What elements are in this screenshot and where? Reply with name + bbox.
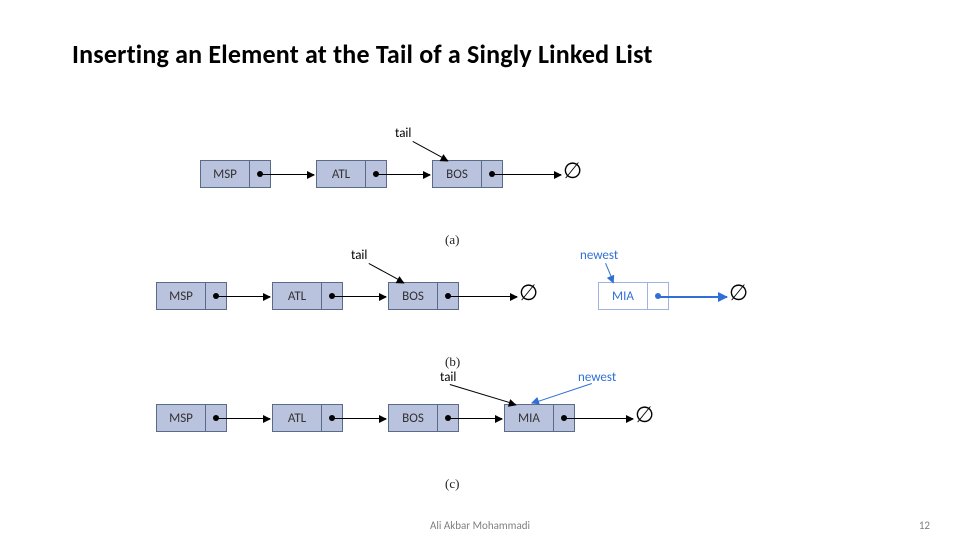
pointer-arrow	[413, 141, 448, 161]
node-label: ATL	[272, 404, 322, 432]
link-arrow	[217, 418, 270, 419]
pointer-label: tail	[440, 370, 456, 385]
sub-caption: (c)	[445, 476, 459, 492]
link-arrow	[333, 418, 386, 419]
pointer-label: newest	[580, 248, 618, 263]
pointer-arrow	[605, 263, 614, 282]
link-arrow	[333, 296, 386, 297]
link-arrow	[217, 296, 270, 297]
node-label: BOS	[388, 282, 438, 310]
node-label: BOS	[432, 160, 482, 188]
linked-list-diagram: MSP ATL BOS ∅ tail (a) MSP ATL BOS ∅ tail MIA ∅ newes…	[0, 120, 960, 520]
node-label: ATL	[272, 282, 322, 310]
node-label: MIA	[598, 282, 648, 310]
link-arrow	[449, 418, 502, 419]
null-symbol: ∅	[563, 158, 582, 184]
footer-author: Ali Akbar Mohammadi	[430, 519, 530, 532]
pointer-label: newest	[578, 370, 616, 385]
node-label: MIA	[504, 404, 554, 432]
pointer-label: tail	[351, 248, 367, 263]
link-arrow	[565, 418, 633, 419]
pointer-arrow	[369, 263, 404, 283]
null-symbol: ∅	[729, 280, 748, 306]
null-symbol: ∅	[519, 280, 538, 306]
link-arrow	[659, 296, 727, 298]
pointer-label: tail	[395, 126, 411, 141]
pointer-arrow	[532, 383, 592, 404]
node-label: MSP	[156, 282, 206, 310]
link-arrow	[493, 174, 561, 175]
null-symbol: ∅	[635, 402, 654, 428]
node-label: MSP	[200, 160, 250, 188]
sub-caption: (a)	[445, 232, 459, 248]
node-label: MSP	[156, 404, 206, 432]
pointer-arrow	[450, 384, 516, 405]
node-label: BOS	[388, 404, 438, 432]
link-arrow	[449, 296, 517, 297]
sub-caption: (b)	[445, 354, 460, 370]
node-label: ATL	[316, 160, 366, 188]
page-title: Inserting an Element at the Tail of a Si…	[72, 38, 653, 70]
link-arrow	[261, 174, 314, 175]
footer-page: 12	[919, 519, 930, 532]
link-arrow	[377, 174, 430, 175]
